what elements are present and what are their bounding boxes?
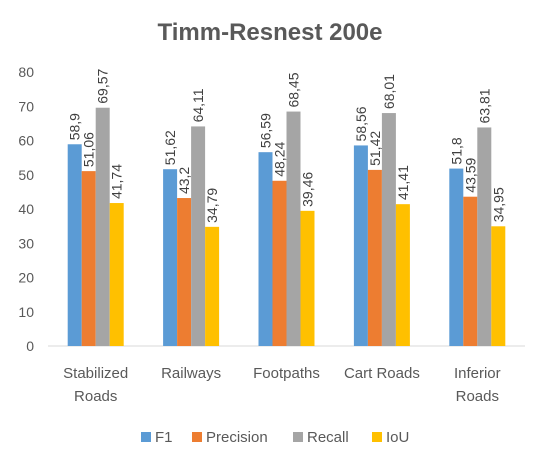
category-label: Footpaths [253, 365, 320, 382]
y-tick-label: 10 [18, 304, 34, 320]
chart-title: Timm-Resnest 200e [158, 19, 383, 46]
bars [67, 107, 506, 347]
y-tick-label: 20 [18, 270, 34, 286]
legend-swatch-f1 [141, 432, 151, 442]
data-label: 63,81 [476, 88, 492, 123]
category-label: Railways [161, 365, 221, 382]
legend-label-f1: F1 [155, 429, 173, 446]
legend-label-iou: IoU [386, 429, 409, 446]
bar-f1-4 [449, 168, 464, 346]
data-label: 68,45 [286, 72, 302, 107]
bar-precision-2 [272, 180, 287, 346]
axes: 0 10 20 30 40 50 60 70 80 Stabilized Roads Railways… [18, 64, 525, 405]
bar-recall-2 [286, 111, 301, 346]
y-tick-label: 80 [18, 64, 34, 80]
data-label: 34,79 [204, 188, 220, 223]
bar-iou-1 [205, 226, 220, 346]
category-label: Inferior [454, 365, 501, 382]
data-label: 64,11 [190, 88, 206, 122]
data-label: 69,57 [95, 68, 111, 103]
data-label: 51,42 [367, 131, 383, 166]
data-label: 41,74 [109, 164, 125, 199]
y-tick-label: 50 [18, 167, 34, 183]
bar-precision-4 [463, 196, 478, 346]
data-label: 43,59 [462, 157, 478, 192]
y-tick-label: 60 [18, 133, 34, 149]
data-label: 56,59 [258, 113, 274, 148]
bar-precision-0 [81, 171, 96, 346]
legend-swatch-recall [293, 432, 303, 442]
y-tick-label: 40 [18, 201, 34, 217]
data-label: 51,62 [162, 130, 178, 165]
y-tick-label: 0 [26, 338, 34, 354]
legend-swatch-precision [192, 432, 202, 442]
data-label: 41,41 [395, 165, 411, 200]
bar-recall-4 [477, 127, 492, 347]
data-label: 48,24 [272, 142, 288, 177]
bar-iou-3 [395, 204, 410, 346]
data-label: 39,46 [300, 172, 316, 207]
data-label: 58,9 [67, 113, 83, 140]
bar-iou-2 [300, 210, 315, 346]
legend: F1 Precision Recall IoU [141, 429, 409, 446]
category-label: Roads [456, 388, 499, 405]
bar-iou-0 [109, 203, 124, 346]
category-label: Roads [74, 388, 117, 405]
bar-recall-0 [95, 107, 110, 346]
data-label: 68,01 [381, 74, 397, 109]
data-label: 51,06 [81, 132, 97, 167]
data-label: 34,95 [490, 187, 506, 222]
data-label: 51,8 [448, 137, 464, 164]
bar-recall-3 [381, 113, 396, 346]
y-tick-label: 30 [18, 235, 34, 251]
legend-label-recall: Recall [307, 429, 349, 446]
bar-precision-3 [367, 169, 382, 346]
legend-swatch-iou [372, 432, 382, 442]
data-labels: 58,951,06 69,57 41,74 51,62 43,2 64,11 34,79 56… [67, 68, 507, 222]
data-label: 43,2 [176, 167, 192, 194]
legend-label-precision: Precision [206, 429, 268, 446]
data-label: 58,56 [353, 106, 369, 141]
bar-recall-1 [191, 126, 206, 346]
bar-f1-0 [67, 144, 82, 346]
bar-f1-2 [258, 152, 273, 346]
bar-precision-1 [177, 198, 192, 346]
category-label: Cart Roads [344, 365, 420, 382]
y-tick-label: 70 [18, 98, 34, 114]
category-label: Stabilized [63, 365, 128, 382]
bar-iou-4 [491, 226, 506, 346]
bar-f1-1 [163, 169, 178, 346]
bar-f1-3 [353, 145, 368, 346]
